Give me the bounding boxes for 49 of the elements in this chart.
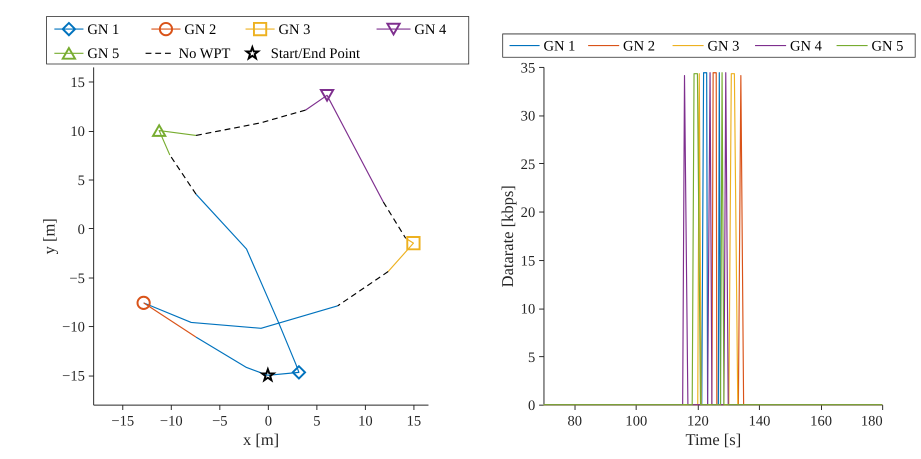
y-axis-title: Datarate [kbps] [498,185,517,288]
x-tick-label: −5 [212,414,228,430]
y-tick-label: 5 [528,350,536,366]
x-tick-label: 160 [810,414,832,430]
y-tick-label: −5 [69,270,85,287]
point [406,236,421,250]
point [136,296,151,310]
y-axis-title: y [m] [39,218,58,254]
y-tick-label: 10 [520,302,536,318]
x-axis-title: x [m] [242,430,280,449]
legend-label: No WPT [178,46,231,62]
y-tick-label: 30 [520,108,536,125]
x-tick-label: 10 [358,414,373,430]
legend-label: GN 3 [707,38,740,54]
x-tick-label: 5 [313,414,321,430]
x-tick-label: 100 [625,414,648,430]
legend-label: GN 3 [278,22,310,38]
legend-label: GN 5 [872,38,904,54]
legend-label: GN 4 [790,38,823,54]
x-tick-label: 120 [687,414,709,430]
y-tick-label: 0 [78,222,85,238]
y-tick-label: 35 [520,60,536,76]
x-tick-label: 80 [567,414,582,430]
y-tick-label: 0 [528,398,536,414]
point [152,124,166,137]
y-tick-label: −10 [62,320,85,336]
x-tick-label: 0 [264,414,272,430]
x-tick-label: 15 [406,414,422,430]
legend-label: Start/End Point [270,46,360,62]
legend-label: GN 4 [414,22,448,38]
legend-label: GN 1 [87,22,120,38]
legend-label: GN 2 [184,22,216,38]
x-axis-title: Time [s] [685,430,742,449]
legend-label: GN 1 [543,38,576,54]
x-tick-label: −10 [160,414,183,430]
legend-label: GN 5 [87,46,120,62]
y-tick-label: 10 [70,124,85,140]
x-tick-label: −15 [111,414,134,430]
legend-label: GN 2 [623,38,655,54]
point [320,89,334,102]
y-tick-label: 15 [70,74,85,91]
point [292,365,306,380]
y-tick-label: −15 [62,368,85,385]
y-tick-label: 20 [520,205,536,222]
y-tick-label: 15 [520,253,536,270]
y-tick-label: 25 [520,156,536,173]
x-tick-label: 180 [860,414,883,430]
y-tick-label: 5 [78,172,85,189]
x-tick-label: 140 [748,414,770,430]
